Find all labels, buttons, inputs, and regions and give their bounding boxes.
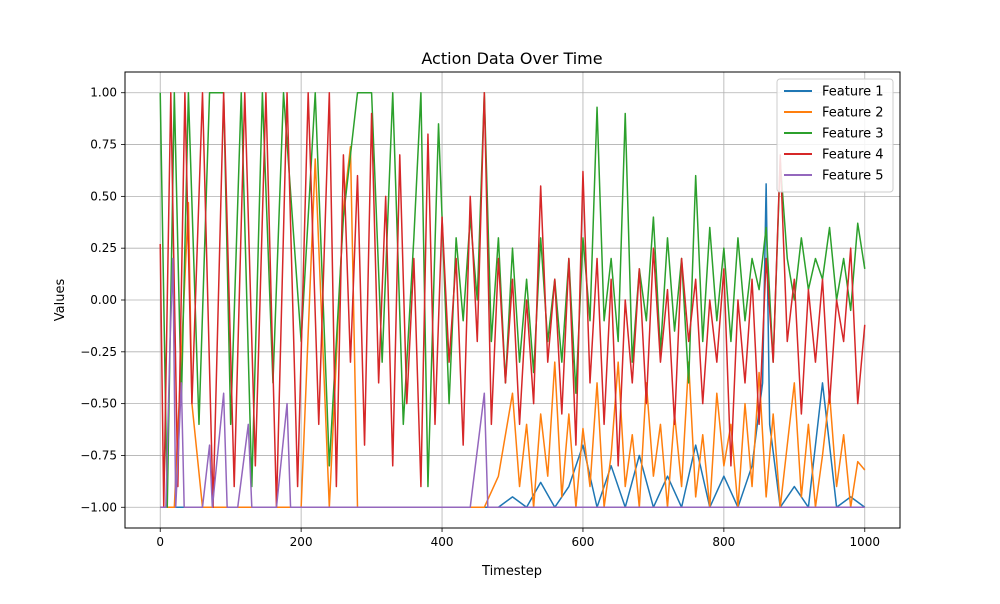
x-tick-label: 400 (431, 535, 454, 549)
legend-label-feature-2: Feature 2 (822, 106, 884, 121)
y-axis-label: Values (53, 279, 68, 322)
x-axis-label: Timestep (481, 564, 542, 579)
y-tick-label: −1.00 (80, 500, 117, 514)
legend-label-feature-1: Feature 1 (822, 85, 884, 100)
x-tick-label: 600 (572, 535, 595, 549)
legend-label-feature-4: Feature 4 (822, 148, 884, 163)
legend: Feature 1 Feature 2 Feature 3 Feature 4 Feat… (776, 78, 894, 193)
legend-label-feature-5: Feature 5 (822, 169, 884, 184)
y-tick-label: −0.25 (80, 345, 117, 359)
x-tick-label: 200 (290, 535, 313, 549)
y-tick-label: 0.50 (90, 189, 117, 203)
y-tick-label: −0.50 (80, 397, 117, 411)
legend-box (776, 78, 894, 193)
axis-ticks: 0 200 400 600 800 1000 −1.00 −0.75 −0.50 −0.25 0.0… (80, 86, 880, 549)
series-lines (159, 91, 866, 509)
series-line-feature-2 (160, 145, 866, 509)
series-line-feature-4 (159, 91, 866, 509)
y-tick-label: 0.25 (90, 241, 117, 255)
series-line-feature-3 (159, 91, 866, 509)
y-tick-label: 1.00 (90, 86, 117, 100)
y-tick-label: −0.75 (80, 448, 117, 462)
x-tick-label: 800 (712, 535, 735, 549)
y-tick-label: 0.75 (90, 138, 117, 152)
x-tick-label: 1000 (849, 535, 880, 549)
legend-label-feature-3: Feature 3 (822, 127, 884, 142)
x-tick-label: 0 (156, 535, 164, 549)
y-tick-label: 0.00 (90, 293, 117, 307)
series-line-feature-5 (160, 257, 865, 509)
chart-title: Action Data Over Time (421, 49, 602, 68)
